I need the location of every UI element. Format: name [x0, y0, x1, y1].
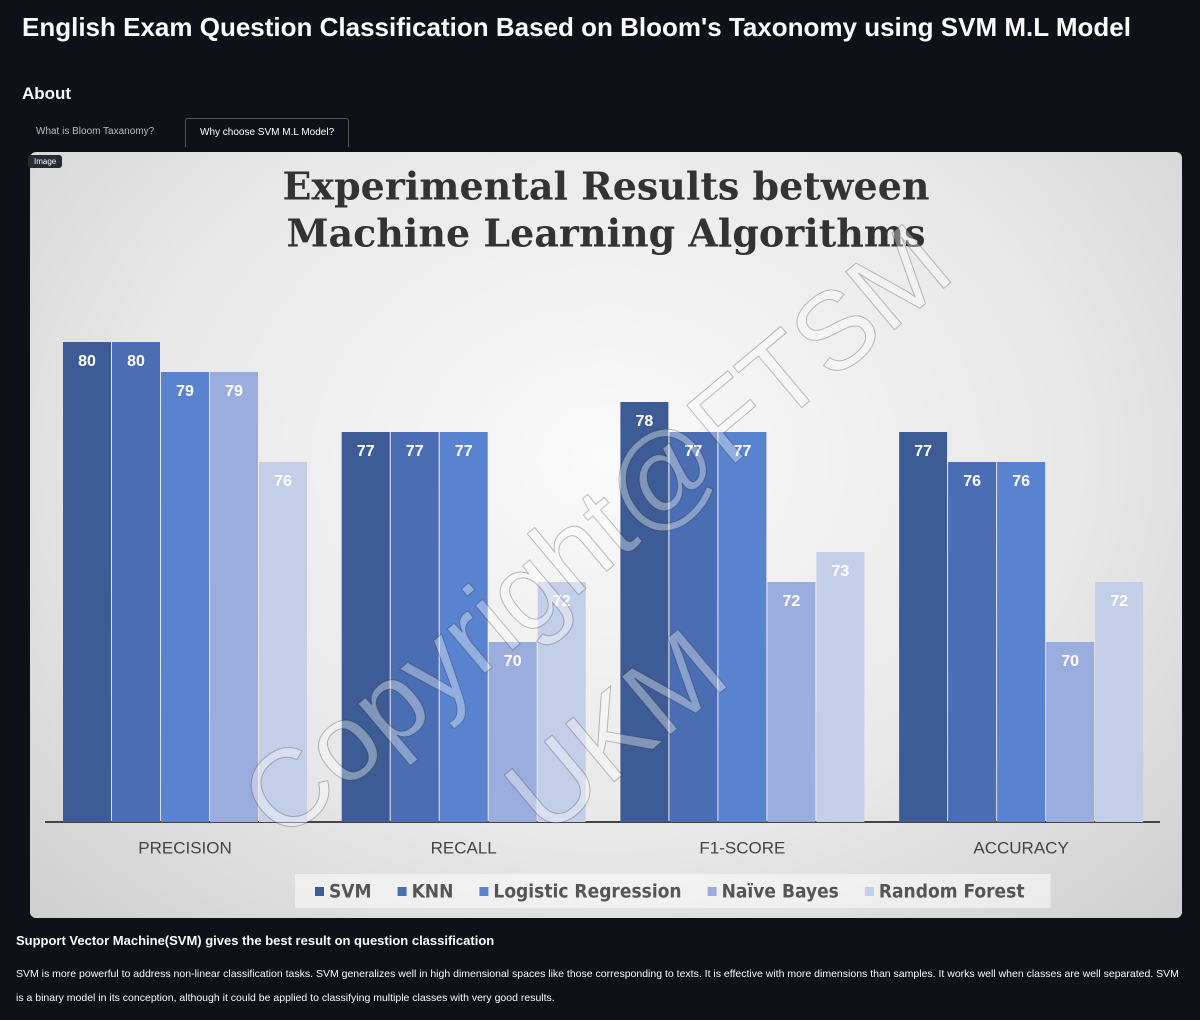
- data-label: 72: [1110, 593, 1128, 610]
- bar: [210, 372, 258, 822]
- data-label: 77: [406, 443, 424, 460]
- x-tick-label: F1-SCORE: [699, 838, 785, 857]
- data-label: 76: [963, 473, 981, 490]
- data-label: 77: [685, 443, 703, 460]
- bar: [899, 432, 948, 822]
- bar: [1095, 582, 1144, 822]
- legend-label: SVM: [329, 881, 372, 903]
- legend-label: Naïve Bayes: [722, 881, 839, 903]
- data-label: 77: [455, 443, 473, 460]
- tab-active[interactable]: Why choose SVM M.L Model?: [185, 118, 350, 147]
- legend-box: [295, 874, 1051, 908]
- chart: Experimental Results between Machine Lea…: [45, 164, 1160, 908]
- legend-swatch: [707, 887, 717, 896]
- data-label: 77: [914, 443, 932, 460]
- data-label: 77: [734, 443, 752, 460]
- legend-swatch: [479, 887, 489, 896]
- data-label: 80: [78, 353, 96, 370]
- bar: [341, 432, 390, 822]
- data-label: 80: [127, 353, 145, 370]
- bar: [948, 462, 997, 822]
- data-label: 79: [225, 383, 243, 400]
- bar: [488, 642, 537, 822]
- summary-text: SVM is more powerful to address non-line…: [16, 968, 1179, 1004]
- tab[interactable]: What is Bloom Taxanomy?: [36, 126, 155, 137]
- bar: [390, 432, 439, 822]
- chart-subtitle: Machine Learning Algorithms: [286, 211, 925, 256]
- section-heading: About: [22, 84, 72, 103]
- chart-title: Experimental Results between: [282, 164, 929, 209]
- x-tick-label: ACCURACY: [973, 838, 1068, 857]
- data-label: 73: [832, 563, 850, 580]
- bar: [63, 342, 111, 822]
- chart-image: Experimental Results between Machine Lea…: [30, 152, 1182, 918]
- legend-label: Random Forest: [879, 881, 1025, 903]
- legend-swatch: [864, 887, 874, 896]
- data-label: 78: [636, 413, 654, 430]
- bar: [997, 462, 1046, 822]
- bar: [259, 462, 307, 822]
- bar: [669, 432, 718, 822]
- bar: [537, 582, 586, 822]
- x-tick-label: RECALL: [431, 838, 497, 857]
- summary-heading: Support Vector Machine(SVM) gives the be…: [16, 933, 495, 948]
- data-label: 70: [504, 653, 522, 670]
- data-label: 72: [553, 593, 571, 610]
- data-label: 77: [357, 443, 375, 460]
- legend-swatch: [315, 887, 324, 896]
- bar: [816, 552, 865, 822]
- legend-label: KNN: [412, 881, 454, 903]
- bar: [161, 372, 209, 822]
- bar: [767, 582, 816, 822]
- legend-swatch: [397, 887, 407, 896]
- data-label: 72: [783, 593, 801, 610]
- bar: [439, 432, 488, 822]
- data-label: 70: [1061, 653, 1079, 670]
- x-tick-label: PRECISION: [138, 838, 232, 857]
- data-label: 76: [274, 473, 292, 490]
- data-label: 79: [176, 383, 194, 400]
- app-title: English Exam Question Classification Bas…: [22, 12, 1131, 42]
- bar: [718, 432, 767, 822]
- bar: [1046, 642, 1095, 822]
- data-label: 76: [1012, 473, 1030, 490]
- legend-label: Logistic Regression: [493, 881, 681, 903]
- bar: [112, 342, 160, 822]
- bar: [620, 402, 669, 822]
- image-badge: Image: [28, 155, 63, 168]
